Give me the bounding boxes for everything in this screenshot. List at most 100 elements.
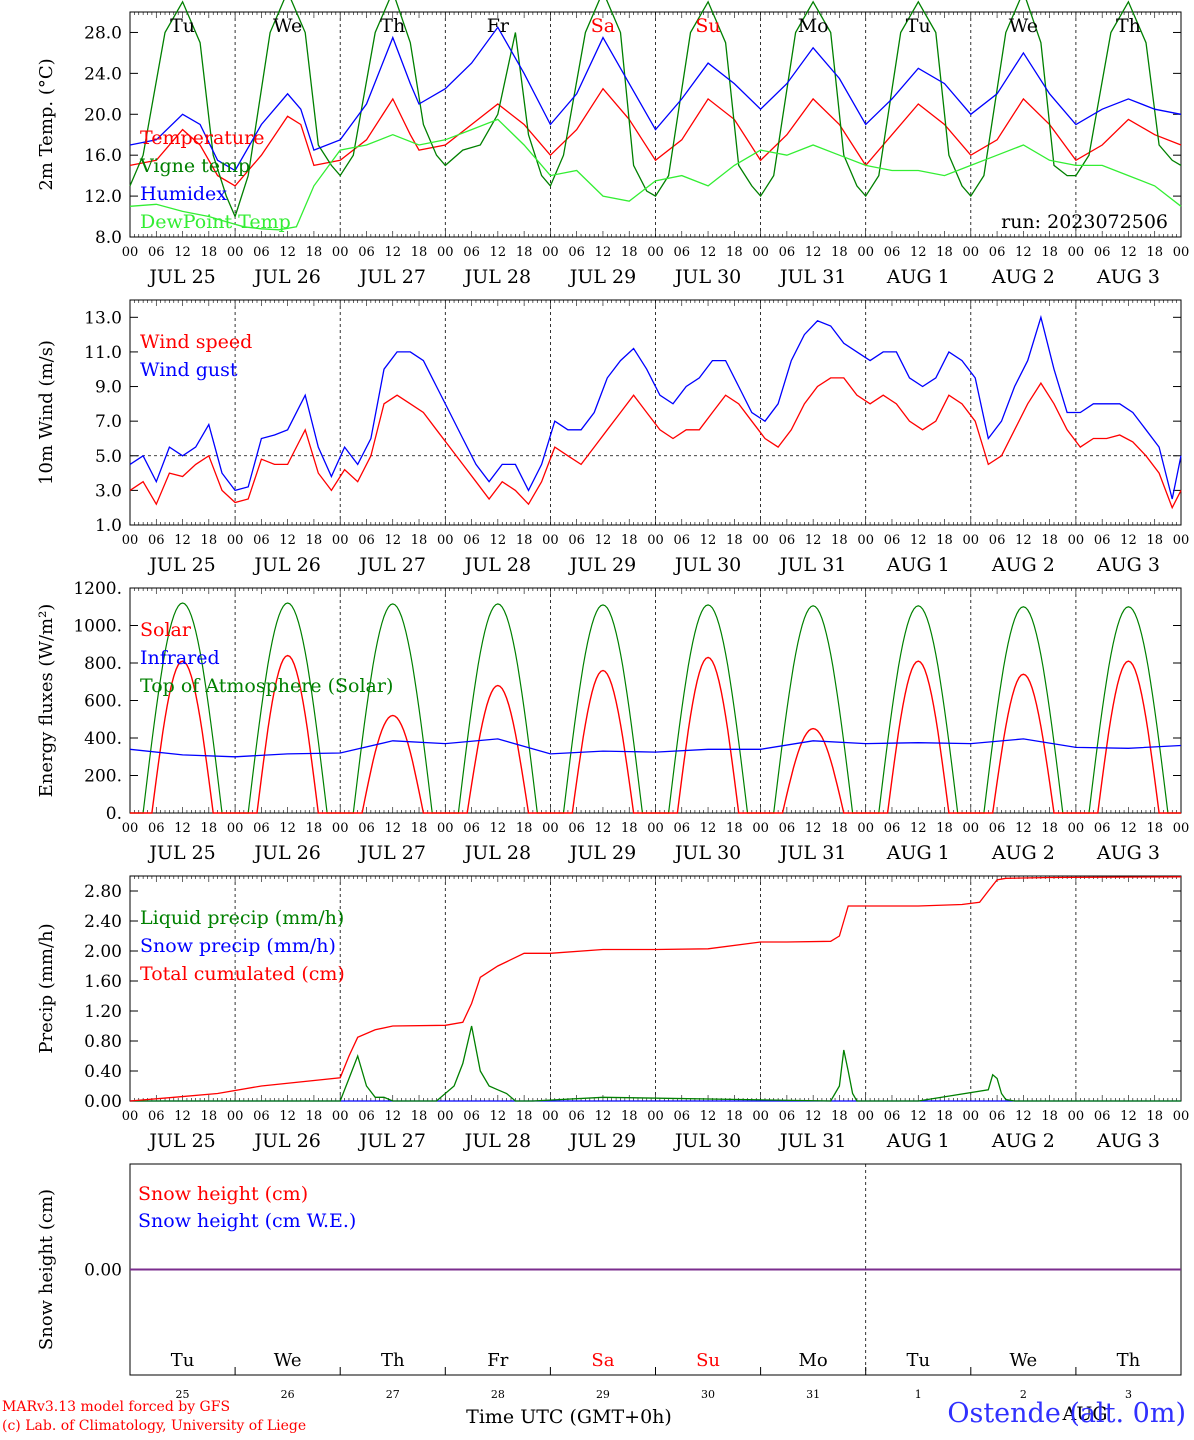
- day-number-label: 27: [386, 1388, 400, 1401]
- hour-label: 00: [857, 533, 874, 548]
- weekday-label: Th: [381, 1350, 405, 1371]
- y-tick-label: 2.00: [84, 942, 122, 962]
- hour-label: 06: [253, 533, 270, 548]
- hour-label: 00: [857, 245, 874, 260]
- hour-label: 06: [358, 533, 375, 548]
- day-label: AUG 1: [886, 554, 950, 576]
- hour-label: 00: [542, 1109, 559, 1124]
- hour-label: 00: [963, 821, 980, 836]
- day-label: JUL 25: [147, 1130, 215, 1152]
- hour-label: 18: [936, 1109, 953, 1124]
- hour-label: 18: [411, 1109, 428, 1124]
- hour-label: 18: [621, 245, 638, 260]
- hour-label: 18: [1146, 1109, 1163, 1124]
- hour-label: 00: [1173, 1109, 1190, 1124]
- y-tick-label: 24.0: [84, 64, 122, 84]
- hour-label: 18: [621, 821, 638, 836]
- day-label: JUL 27: [358, 554, 426, 576]
- hour-label: 18: [1146, 821, 1163, 836]
- y-tick-label: 2.80: [84, 882, 122, 902]
- hour-label: 12: [384, 245, 401, 260]
- hour-label: 06: [884, 1109, 901, 1124]
- y-tick-label: 8.0: [95, 228, 122, 248]
- series-line-temp-0: [129, 87, 1182, 187]
- day-label: JUL 30: [673, 554, 741, 576]
- weekday-label: Tu: [171, 1350, 195, 1371]
- hour-label: 18: [411, 245, 428, 260]
- day-number-label: 28: [491, 1388, 505, 1401]
- day-label: JUL 29: [568, 842, 636, 864]
- hour-label: 18: [1041, 821, 1058, 836]
- hour-label: 06: [779, 821, 796, 836]
- legend-entry: Wind speed: [140, 331, 252, 353]
- run-label: run: 2023072506: [1001, 211, 1168, 233]
- month-label: AUG: [1062, 1403, 1108, 1425]
- hour-label: 12: [490, 245, 507, 260]
- hour-label: 12: [910, 245, 927, 260]
- day-label: JUL 29: [568, 266, 636, 288]
- legend-entry: Wind gust: [140, 359, 238, 381]
- hour-label: 12: [595, 1109, 612, 1124]
- hour-label: 12: [595, 533, 612, 548]
- hour-label: 06: [568, 1109, 585, 1124]
- series-line-liquid-precip: [130, 1025, 1181, 1102]
- hour-label: 00: [542, 245, 559, 260]
- hour-label: 06: [674, 533, 691, 548]
- series-line-total-cumulated: [129, 876, 1182, 1102]
- weekday-label: Sa: [591, 15, 615, 37]
- hour-label: 00: [542, 533, 559, 548]
- y-tick-label: 1.20: [84, 1002, 122, 1022]
- hour-label: 06: [989, 245, 1006, 260]
- day-label: JUL 28: [463, 842, 531, 864]
- station-label: Ostende (alt. 0m): [947, 1398, 1186, 1429]
- y-tick-label: 2.40: [84, 912, 122, 932]
- y-tick-label: 200.: [84, 767, 122, 787]
- weekday-label: Su: [695, 15, 720, 37]
- hour-label: 06: [358, 821, 375, 836]
- weekday-label: Th: [380, 15, 405, 37]
- hour-label: 12: [174, 533, 191, 548]
- hour-label: 18: [1041, 245, 1058, 260]
- hour-label: 00: [542, 821, 559, 836]
- day-number-label: 26: [281, 1388, 295, 1401]
- hour-label: 12: [1015, 821, 1032, 836]
- hour-label: 06: [568, 245, 585, 260]
- y-tick-label: 9.0: [95, 378, 122, 398]
- hour-label: 18: [831, 1109, 848, 1124]
- hour-label: 18: [516, 1109, 533, 1124]
- hour-label: 18: [516, 821, 533, 836]
- hour-label: 12: [279, 1109, 296, 1124]
- hour-label: 18: [201, 245, 218, 260]
- hour-label: 00: [332, 533, 349, 548]
- day-number-label: 30: [701, 1388, 715, 1401]
- hour-label: 12: [700, 245, 717, 260]
- hour-label: 00: [1068, 821, 1085, 836]
- day-label: JUL 25: [147, 554, 215, 576]
- day-label: JUL 27: [358, 1130, 426, 1152]
- hour-label: 06: [253, 821, 270, 836]
- hour-label: 06: [358, 245, 375, 260]
- hour-label: 12: [174, 1109, 191, 1124]
- weekday-label: We: [1010, 1350, 1038, 1371]
- hour-label: 00: [122, 533, 139, 548]
- day-label: JUL 27: [358, 266, 426, 288]
- weekday-label: Tu: [170, 15, 195, 37]
- day-number-label: 2: [1020, 1388, 1027, 1401]
- hour-label: 00: [647, 533, 664, 548]
- day-number-label: 31: [806, 1388, 820, 1401]
- day-label: AUG 3: [1096, 554, 1160, 576]
- day-number-label: 29: [596, 1388, 610, 1401]
- hour-label: 06: [674, 245, 691, 260]
- y-tick-label: 20.0: [84, 105, 122, 125]
- hour-label: 12: [490, 821, 507, 836]
- day-label: JUL 26: [252, 554, 320, 576]
- hour-label: 18: [306, 821, 323, 836]
- day-label: JUL 25: [147, 842, 215, 864]
- y-tick-label: 5.0: [95, 447, 122, 467]
- hour-label: 06: [779, 533, 796, 548]
- hour-label: 18: [621, 533, 638, 548]
- hour-label: 06: [1094, 245, 1111, 260]
- hour-label: 00: [227, 533, 244, 548]
- hour-label: 12: [1015, 1109, 1032, 1124]
